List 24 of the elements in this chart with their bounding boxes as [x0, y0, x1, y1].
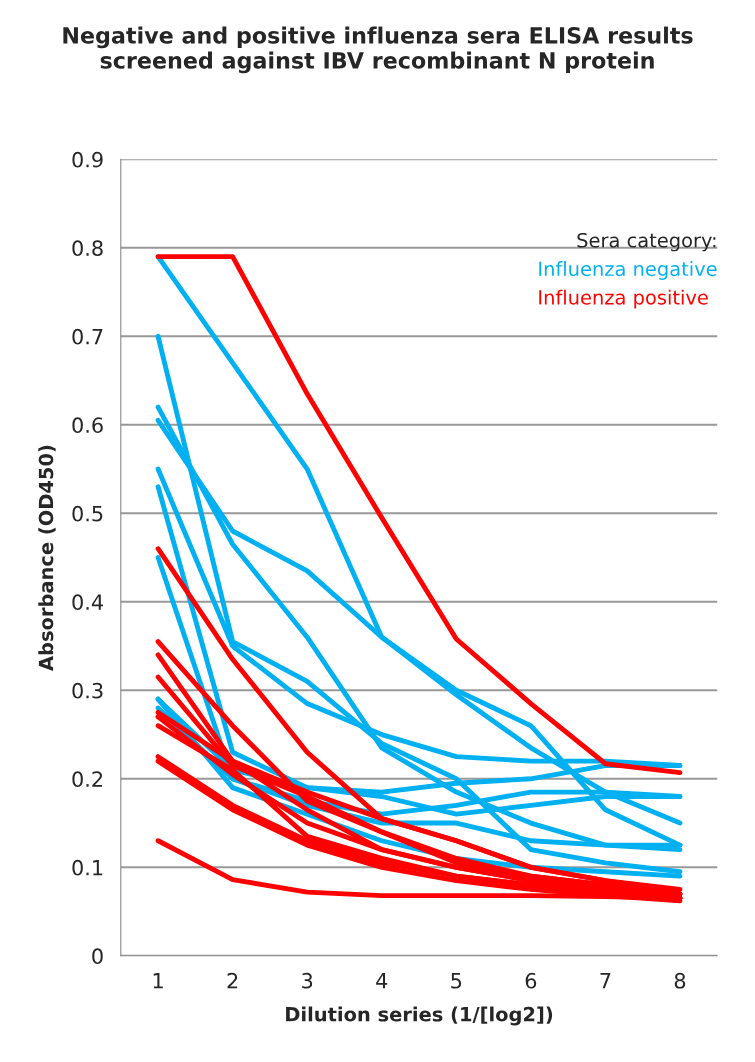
y-tick-label: 0.4	[72, 594, 103, 611]
x-tick-label: 3	[302, 972, 313, 989]
chart-title: Negative and positive influenza sera ELISA results screened against IBV recombinant N protein	[63, 26, 693, 74]
y-tick-label: 0.5	[72, 505, 103, 522]
legend-title: Sera category:	[577, 232, 716, 252]
x-tick-label: 4	[376, 973, 388, 989]
text: Influenza negative	[539, 261, 717, 280]
x-tick-label: 6	[525, 972, 537, 989]
y-tick-label: 0	[92, 948, 103, 965]
y-tick-label: 0.6	[72, 417, 103, 434]
x-tick-label: 2	[227, 972, 238, 989]
y-tick-label: 0.9	[72, 151, 103, 168]
y-tick-label: 0.7	[72, 328, 103, 345]
x-tick-label: 5	[451, 973, 462, 989]
x-axis-title: Dilution series (1/[log2])	[286, 1006, 553, 1026]
x-tick-label: 8	[674, 972, 686, 989]
x-tick-label: 1	[153, 973, 163, 989]
y-tick-label: 0.8	[72, 240, 103, 257]
y-tick-label: 0.2	[72, 771, 103, 788]
y-tick-label: 0.1	[72, 859, 103, 876]
x-tick-label: 7	[600, 973, 611, 989]
text: Influenza positive	[539, 289, 708, 309]
y-tick-label: 0.3	[72, 682, 103, 699]
y-axis-title: Absorbance (OD450)	[38, 445, 56, 671]
